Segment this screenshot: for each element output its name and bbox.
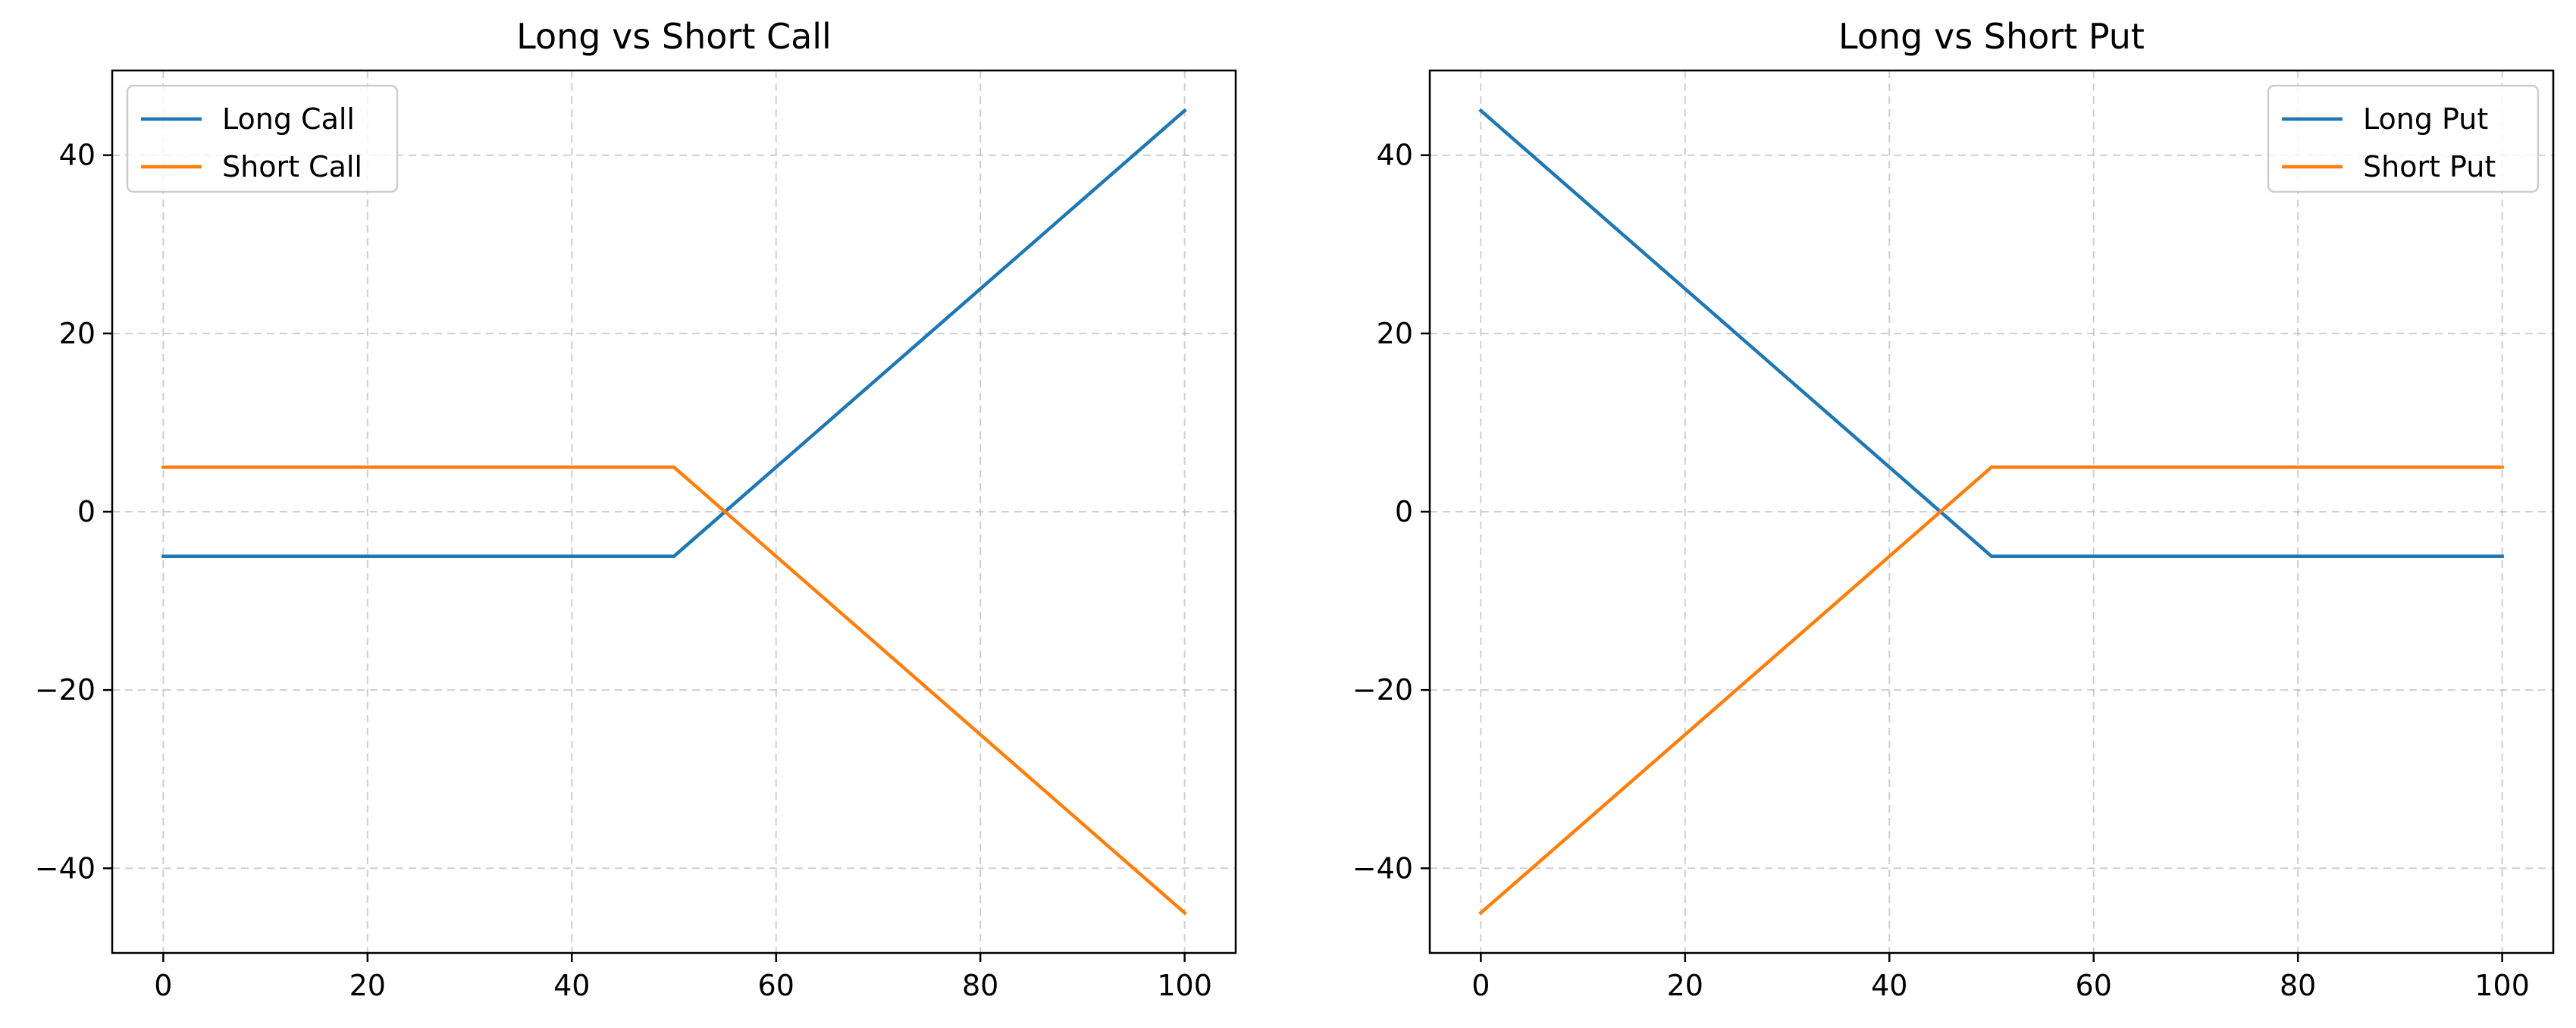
y-tick-label: −40 [1352,851,1413,885]
chart-title: Long vs Short Put [1838,16,2145,57]
x-tick-label: 40 [553,969,590,1002]
x-tick-label: 100 [1157,969,1212,1002]
legend: Long Call Short Call [126,84,399,193]
x-tick-label: 20 [1667,969,1703,1002]
y-tick-label: 20 [1377,317,1413,350]
chart-title: Long vs Short Call [516,16,832,57]
y-tick-label: 40 [59,139,96,172]
legend-label: Short Call [222,150,362,183]
legend-label: Long Put [2363,102,2488,136]
x-tick-label: 60 [758,969,794,1002]
series-line-short-put [1478,465,2504,916]
chart-panel-2: 0 20 40 60 80 100 −40 −20 0 20 40 Long vs Short Put… [1352,16,2555,1002]
y-tick-label: −20 [1352,673,1413,707]
series-line-long-put [1478,108,2504,559]
x-tick-label: 80 [2280,969,2316,1002]
legend: Long Put Short Put [2267,84,2540,193]
legend-label: Short Put [2363,150,2496,183]
series-line-short-call [161,465,1187,916]
series-line-long-call [161,108,1187,559]
y-tick-label: 40 [1377,139,1413,172]
x-tick-label: 80 [962,969,998,1002]
y-tick-label: −20 [35,673,96,707]
legend-label: Long Call [222,102,355,136]
y-tick-label: −40 [35,851,96,885]
chart-panel-1: 0 20 40 60 80 100 −40 −20 0 20 40 Long vs Short Cal… [35,16,1237,1002]
x-tick-label: 0 [154,969,172,1002]
y-tick-label: 20 [59,317,96,350]
x-tick-label: 100 [2474,969,2530,1002]
x-tick-label: 0 [1471,969,1490,1002]
y-tick-label: 0 [1395,495,1413,528]
y-tick-label: 0 [77,495,96,528]
x-tick-label: 40 [1871,969,1907,1002]
x-tick-label: 60 [2076,969,2112,1002]
x-tick-label: 20 [349,969,386,1002]
